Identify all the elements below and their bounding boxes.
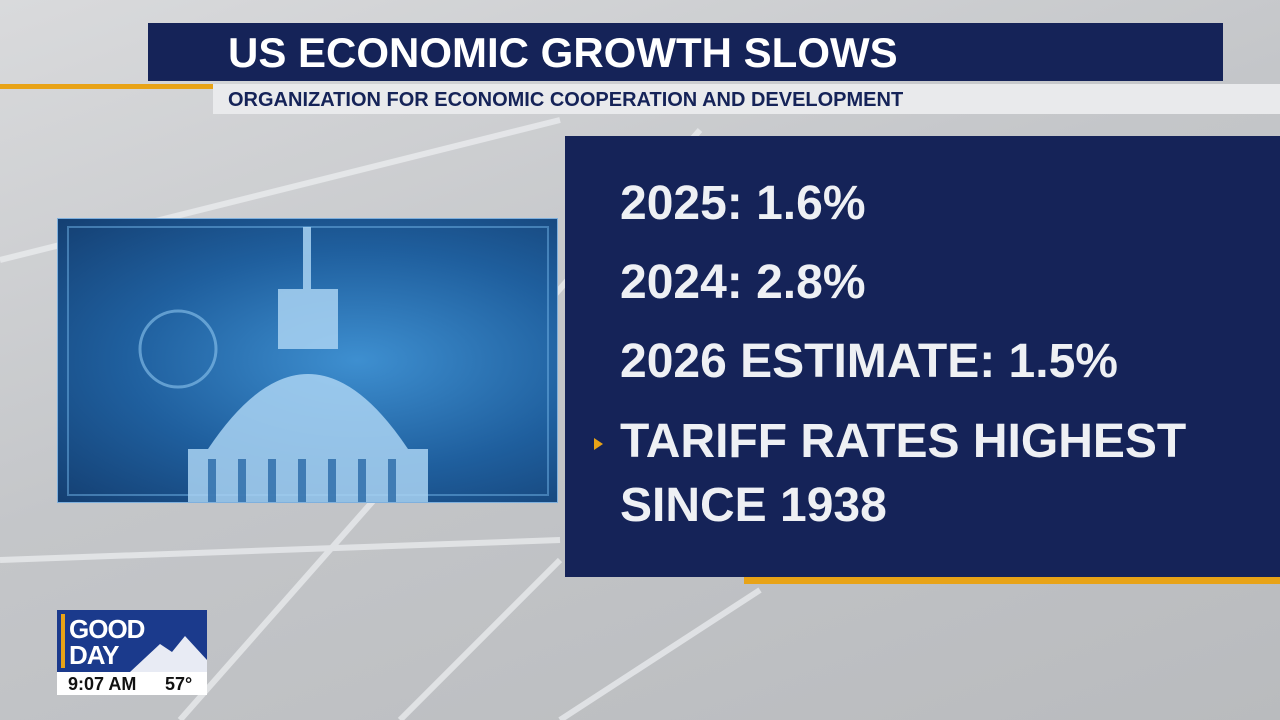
fact: TARIFF RATES HIGHEST SINCE 1938 <box>620 415 1187 532</box>
title-bar <box>148 23 1223 81</box>
capitol-photo <box>57 218 558 503</box>
temperature: 57° <box>165 674 193 694</box>
fact: 2026 ESTIMATE: 1.5% <box>620 335 1118 388</box>
accent-line <box>744 577 1280 584</box>
time-bar <box>57 672 207 695</box>
bullet-arrow <box>594 438 603 450</box>
logo-stripe <box>61 614 65 668</box>
fact: 2024: 2.8% <box>620 256 866 309</box>
facts-panel <box>565 136 1280 577</box>
logo-text: GOOD <box>69 614 145 644</box>
photo-art <box>67 226 549 502</box>
logo-mountain <box>130 636 207 672</box>
logo-text: DAY <box>69 640 120 670</box>
subtitle-bar <box>213 84 1280 114</box>
accent-line <box>0 84 213 89</box>
subtitle: ORGANIZATION FOR ECONOMIC COOPERATION AN… <box>228 89 904 111</box>
time: 9:07 AM <box>68 674 137 694</box>
fact: 2025: 1.6% <box>620 177 866 230</box>
headline: US ECONOMIC GROWTH SLOWS <box>228 29 898 76</box>
